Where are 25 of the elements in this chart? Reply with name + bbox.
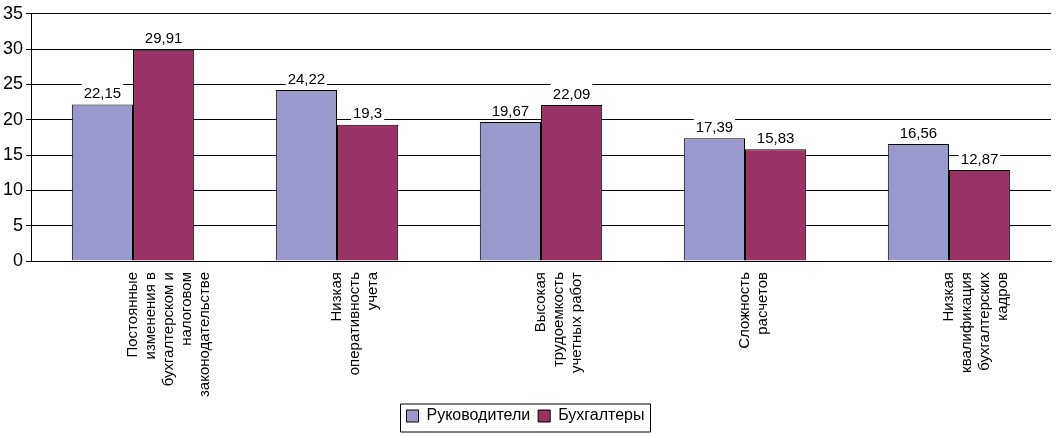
x-tick-label: Сложность расчетов <box>735 271 771 349</box>
data-label: 22,09 <box>552 84 591 102</box>
data-label: 24,22 <box>287 69 326 87</box>
y-tick-label: 30 <box>2 38 24 59</box>
y-tick-label: 20 <box>2 108 24 129</box>
data-label: 12,87 <box>960 149 999 167</box>
x-tick-label: Низкая оперативность учета <box>327 271 381 376</box>
y-tick-label: 15 <box>2 144 24 165</box>
x-tick-label: Низкая квалификация бухгалтерских кадров <box>939 271 1011 373</box>
legend-label: Руководители <box>426 406 531 424</box>
data-label: 29,91 <box>144 29 183 47</box>
x-tick-label: Постоянные изменения в бухгалтерском и налоговом законодательстве <box>123 272 213 397</box>
data-label: 19,67 <box>491 101 530 119</box>
legend-label: Бухгалтеры <box>558 406 645 424</box>
x-tick-label: Высокая трудоемкость учетных работ <box>531 271 585 373</box>
y-tick-label: 35 <box>2 2 24 23</box>
y-tick-label: 5 <box>13 214 24 235</box>
data-label: 22,15 <box>83 84 122 102</box>
y-tick-label: 25 <box>2 73 24 94</box>
y-tick-label: 10 <box>2 179 24 200</box>
data-label: 15,83 <box>756 128 795 146</box>
data-label: 19,3 <box>353 104 383 122</box>
data-label: 17,39 <box>695 117 734 135</box>
y-tick-label: 0 <box>13 249 24 270</box>
data-label: 16,56 <box>899 123 938 141</box>
